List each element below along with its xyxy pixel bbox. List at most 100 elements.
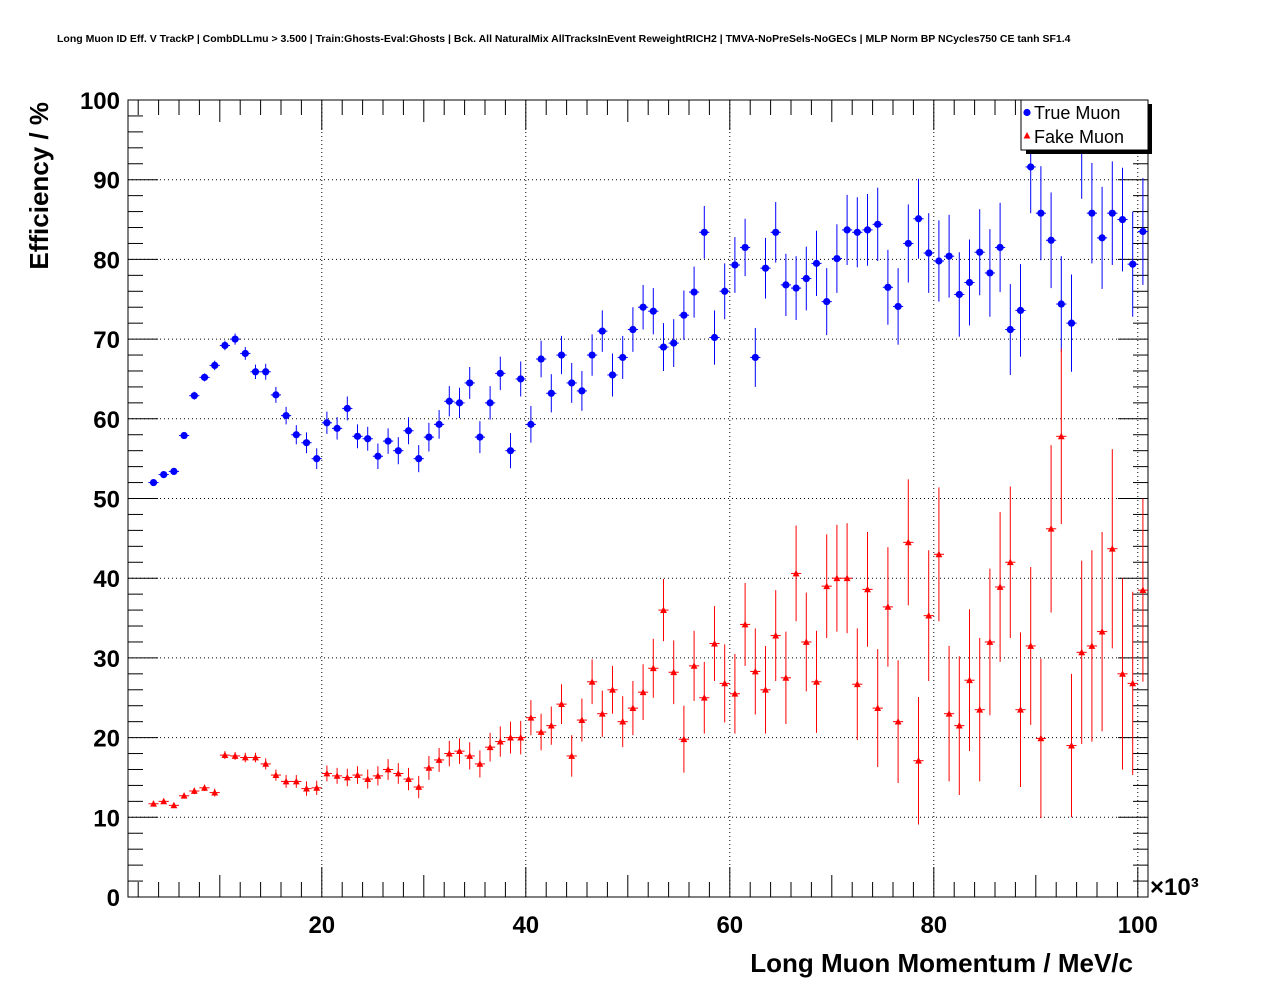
data-point: [353, 432, 362, 440]
data-point: [1139, 227, 1147, 236]
data-point: [955, 722, 963, 729]
data-point: [598, 327, 606, 335]
x-tick-label: 100: [1118, 912, 1158, 939]
data-point: [700, 694, 708, 701]
data-point: [1108, 209, 1116, 217]
x-tick-label: 80: [920, 912, 947, 939]
data-point: [364, 435, 372, 443]
data-point: [547, 722, 555, 729]
data-point: [1037, 734, 1045, 742]
data-point: [282, 412, 290, 420]
y-axis-title: Efficiency / %: [24, 102, 54, 270]
data-point: [1057, 300, 1065, 308]
data-point: [670, 339, 678, 347]
data-point: [435, 420, 443, 428]
data-point: [415, 455, 423, 463]
data-point: [1006, 325, 1014, 334]
data-point: [1016, 306, 1025, 315]
data-point: [384, 437, 392, 445]
data-point: [507, 734, 514, 741]
data-point: [874, 220, 882, 228]
y-tick-label: 70: [93, 327, 120, 354]
data-point: [200, 373, 209, 381]
data-point: [904, 538, 912, 546]
x-tick-label: 40: [512, 912, 539, 939]
data-point: [945, 252, 953, 260]
data-point: [721, 679, 729, 687]
data-point: [588, 351, 596, 359]
data-point: [252, 753, 259, 761]
data-point: [802, 274, 810, 283]
data-point: [405, 775, 412, 782]
x-tick-label: 20: [308, 912, 335, 939]
data-point: [517, 734, 525, 741]
y-tick-label: 100: [80, 88, 120, 115]
grid-lines: [128, 100, 1148, 897]
data-point: [1047, 525, 1055, 532]
data-point: [374, 452, 382, 460]
data-point: [966, 676, 973, 684]
data-point: [313, 784, 321, 791]
data-point: [772, 228, 780, 236]
data-point: [292, 431, 300, 439]
data-point: [211, 788, 219, 796]
data-point: [915, 757, 922, 764]
data-point: [1027, 642, 1035, 649]
data-point: [1068, 741, 1075, 749]
data-point: [1098, 234, 1106, 242]
data-point: [690, 288, 698, 296]
data-point: [629, 704, 637, 712]
data-point: [384, 765, 392, 773]
data-point: [619, 718, 627, 725]
data-point: [670, 668, 678, 676]
data-point: [751, 353, 759, 362]
data-point: [323, 419, 331, 427]
data-point: [792, 569, 800, 577]
data-point: [812, 259, 821, 267]
data-point: [496, 369, 504, 377]
data-point: [710, 333, 719, 342]
chart-title: Long Muon ID Eff. V TrackP | CombDLLmu >…: [57, 33, 1071, 45]
data-point: [598, 710, 606, 717]
data-point: [1108, 545, 1116, 552]
data-point: [843, 574, 851, 582]
data-point: [1119, 670, 1126, 677]
data-point: [272, 771, 280, 778]
data-point: [721, 287, 729, 295]
data-point: [1037, 209, 1045, 217]
data-point: [354, 771, 361, 778]
data-point: [700, 228, 708, 236]
data-point: [629, 325, 637, 334]
data-point: [201, 784, 208, 791]
data-point: [180, 431, 188, 440]
data-point: [660, 606, 667, 613]
data-point: [578, 387, 586, 395]
data-point: [404, 427, 413, 435]
data-point: [456, 747, 463, 755]
data-point: [1088, 642, 1096, 649]
y-tick-label: 80: [93, 247, 120, 274]
data-point: [527, 420, 535, 428]
x-axis-title: Long Muon Momentum / MeV/c: [750, 948, 1133, 978]
legend: True Muon Fake Muon: [1020, 99, 1152, 154]
data-point: [231, 752, 239, 759]
data-point: [537, 728, 545, 735]
data-point: [823, 582, 831, 590]
data-point: [680, 311, 688, 319]
data-point: [1088, 209, 1096, 217]
data-point: [425, 433, 433, 441]
data-point: [762, 686, 769, 693]
data-point: [374, 772, 382, 779]
data-point: [1017, 706, 1024, 713]
data-point: [486, 399, 494, 407]
data-point: [149, 478, 158, 487]
data-point: [925, 249, 933, 257]
data-point: [965, 278, 974, 287]
data-point: [486, 743, 494, 751]
data-point: [231, 335, 239, 343]
data-point: [1067, 319, 1076, 327]
data-point: [517, 375, 525, 383]
data-point: [976, 248, 984, 256]
y-tick-label: 30: [93, 646, 120, 673]
